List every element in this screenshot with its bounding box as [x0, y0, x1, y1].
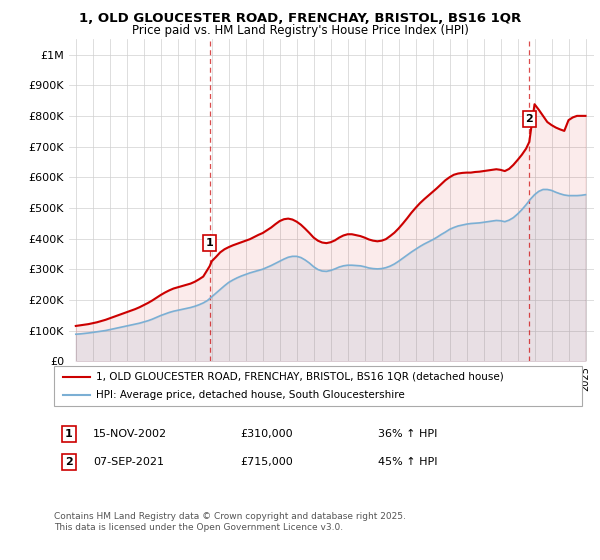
Text: 1: 1 — [65, 429, 73, 439]
Text: 45% ↑ HPI: 45% ↑ HPI — [378, 457, 437, 467]
Text: 07-SEP-2021: 07-SEP-2021 — [93, 457, 164, 467]
Text: 15-NOV-2002: 15-NOV-2002 — [93, 429, 167, 439]
Text: 2: 2 — [526, 114, 533, 124]
Text: 1, OLD GLOUCESTER ROAD, FRENCHAY, BRISTOL, BS16 1QR: 1, OLD GLOUCESTER ROAD, FRENCHAY, BRISTO… — [79, 12, 521, 25]
Text: 1: 1 — [206, 238, 214, 248]
Text: 2: 2 — [65, 457, 73, 467]
Text: Price paid vs. HM Land Registry's House Price Index (HPI): Price paid vs. HM Land Registry's House … — [131, 24, 469, 37]
Text: 1, OLD GLOUCESTER ROAD, FRENCHAY, BRISTOL, BS16 1QR (detached house): 1, OLD GLOUCESTER ROAD, FRENCHAY, BRISTO… — [96, 372, 504, 382]
Text: 36% ↑ HPI: 36% ↑ HPI — [378, 429, 437, 439]
Text: Contains HM Land Registry data © Crown copyright and database right 2025.
This d: Contains HM Land Registry data © Crown c… — [54, 512, 406, 532]
Text: £715,000: £715,000 — [240, 457, 293, 467]
Text: HPI: Average price, detached house, South Gloucestershire: HPI: Average price, detached house, Sout… — [96, 390, 405, 400]
Text: £310,000: £310,000 — [240, 429, 293, 439]
